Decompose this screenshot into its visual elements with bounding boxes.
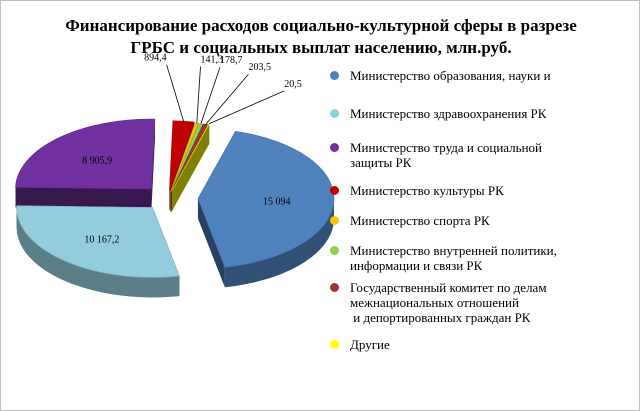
data-label-5: 141,3 (201, 54, 224, 65)
pie-tops (15, 118, 335, 278)
leader-line-8 (208, 90, 285, 125)
pie-slice-wall-3-1 (15, 187, 152, 210)
pie-slice-1 (197, 131, 335, 268)
data-label-7: 203,5 (248, 62, 271, 73)
pie-leader-lines (166, 64, 285, 125)
chart-title-line-2: ГРБС и социальных выплат населению, млн.… (130, 38, 512, 57)
pie-slice-rim-2-1 (16, 207, 180, 298)
pie-slice-3 (15, 118, 156, 190)
chart-title: Финансирование расходов социально-культу… (11, 15, 631, 59)
data-label-1: 15 094 (263, 196, 291, 207)
leader-line-6 (200, 67, 221, 124)
pie-slice-wall-1-2 (197, 198, 225, 288)
pie-slice-5 (170, 122, 199, 193)
pie-slice-2 (16, 205, 180, 278)
leader-line-4 (166, 64, 185, 122)
chart-title-line-1: Финансирование расходов социально-культу… (65, 16, 577, 35)
data-label-3: 8 905,9 (82, 156, 112, 167)
pie-slice-side-8 (171, 123, 210, 212)
data-label-8: 20,5 (284, 79, 302, 90)
pie-slice-6 (170, 123, 204, 193)
data-label-4: 894,4 (144, 53, 167, 64)
pie-slice-rim-1-1 (224, 198, 334, 288)
leader-line-7 (205, 73, 249, 125)
data-label-6: 178,7 (220, 55, 243, 66)
pie-slice-wall-8-2 (171, 123, 210, 212)
leader-line-5 (196, 66, 201, 124)
data-label-2: 10 167,2 (84, 235, 119, 246)
